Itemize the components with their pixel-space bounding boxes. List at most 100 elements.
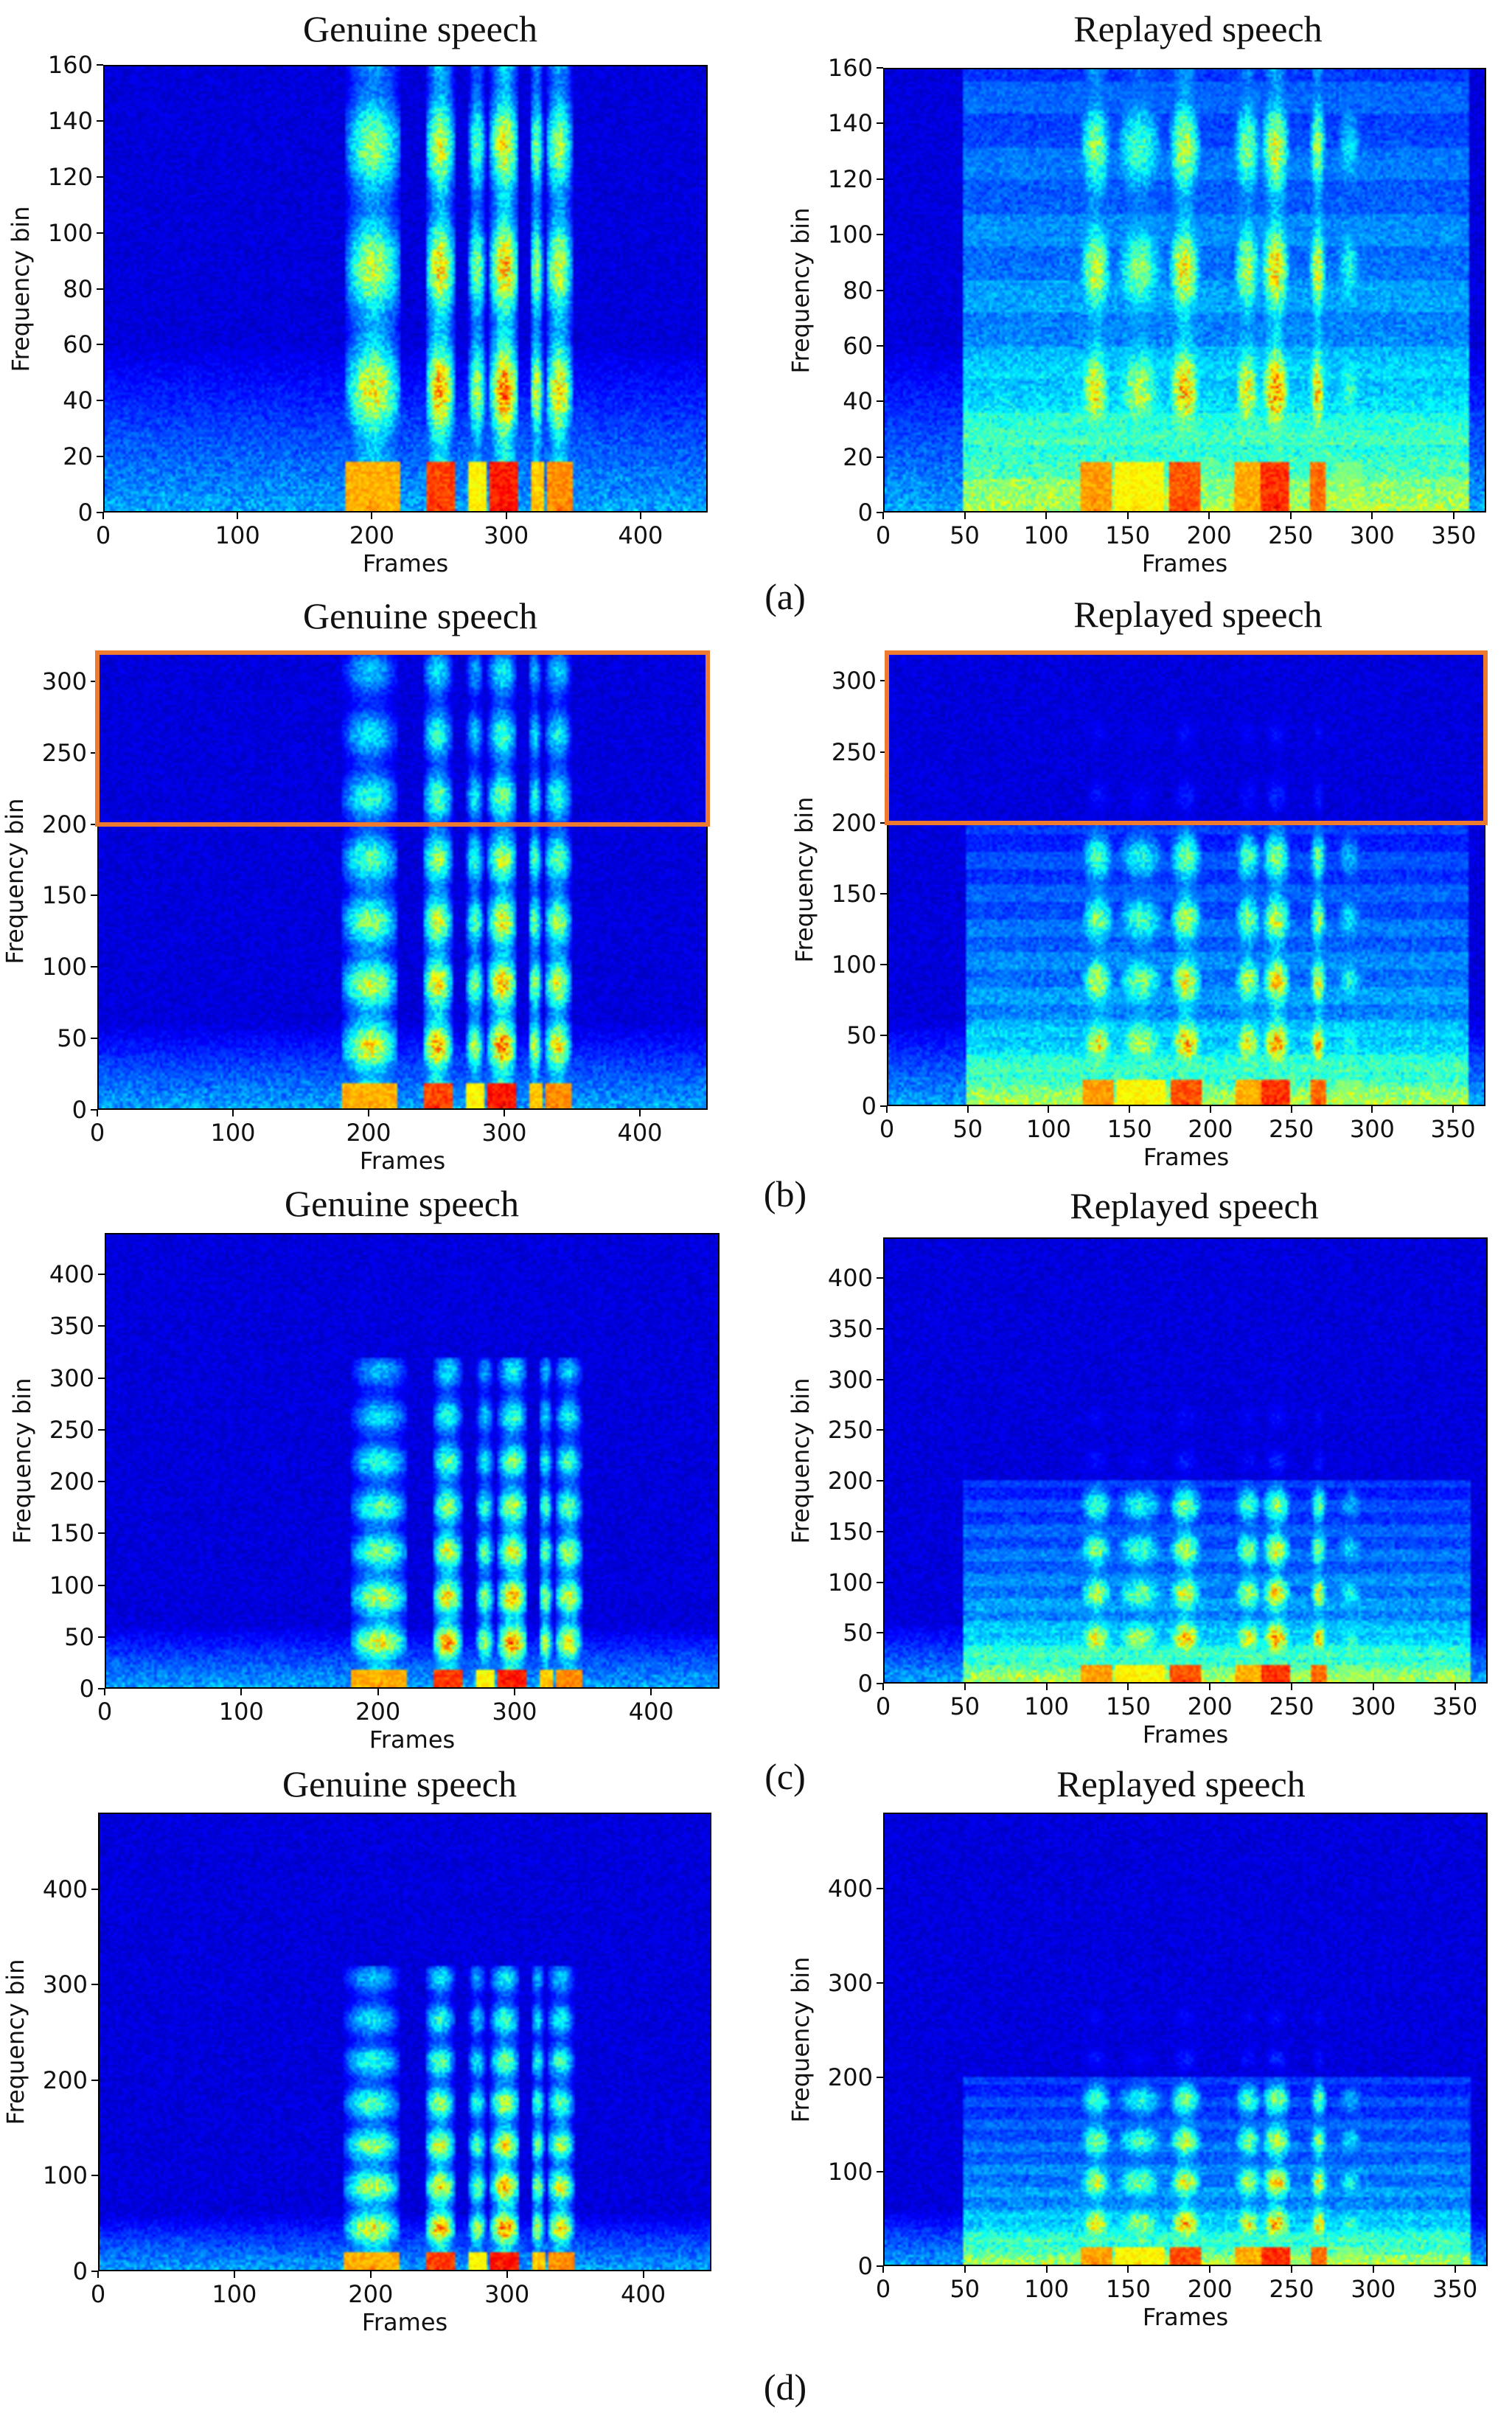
x-tick-mark xyxy=(1372,1684,1374,1690)
x-axis-label: Frames xyxy=(369,1726,456,1754)
x-tick-label: 150 xyxy=(1105,1692,1151,1720)
x-tick-label: 100 xyxy=(1024,1692,1070,1720)
x-tick-label: 100 xyxy=(210,1119,256,1147)
y-tick-label: 400 xyxy=(49,1260,94,1289)
x-tick-mark xyxy=(102,513,104,519)
x-tick-mark xyxy=(1289,513,1292,519)
spectrogram-plot-area xyxy=(98,1813,711,2271)
y-tick-label: 200 xyxy=(831,808,877,837)
x-tick-mark xyxy=(1371,1106,1373,1113)
y-tick-mark xyxy=(91,823,97,825)
x-tick-mark xyxy=(1371,513,1373,519)
y-tick-label: 120 xyxy=(47,162,93,191)
y-tick-label: 100 xyxy=(827,1568,873,1597)
y-tick-label: 300 xyxy=(49,1364,94,1392)
x-tick-label: 350 xyxy=(1431,521,1477,549)
y-tick-label: 100 xyxy=(831,950,877,979)
y-tick-mark xyxy=(91,2079,98,2081)
spectrogram-plot-area xyxy=(887,653,1485,1106)
chart-title: Genuine speech xyxy=(282,1763,517,1804)
spectrogram-heatmap xyxy=(106,1234,718,1687)
x-tick-label: 0 xyxy=(97,1698,113,1726)
x-tick-label: 100 xyxy=(218,1698,264,1726)
y-tick-label: 150 xyxy=(827,1517,873,1546)
y-tick-mark xyxy=(877,1981,883,1984)
x-tick-mark xyxy=(642,2271,644,2278)
y-tick-mark xyxy=(877,234,883,236)
spectrogram-plot-area xyxy=(883,1813,1488,2266)
chart-title: Genuine speech xyxy=(303,595,537,636)
x-axis-label: Frames xyxy=(1142,2303,1229,2331)
x-tick-mark xyxy=(1209,1106,1211,1113)
y-tick-mark xyxy=(877,1632,883,1634)
y-tick-mark xyxy=(97,176,103,178)
spectrogram-heatmap xyxy=(100,1814,710,2270)
y-tick-label: 300 xyxy=(42,1970,88,1999)
x-tick-label: 100 xyxy=(1023,521,1069,549)
x-tick-mark xyxy=(1127,2266,1129,2273)
x-tick-label: 50 xyxy=(950,1692,980,1720)
y-tick-mark xyxy=(91,680,97,682)
x-tick-label: 400 xyxy=(621,2280,666,2308)
y-tick-label: 0 xyxy=(857,1670,873,1698)
y-tick-label: 300 xyxy=(827,1968,873,1997)
y-tick-label: 120 xyxy=(827,164,873,193)
x-tick-label: 200 xyxy=(1187,2275,1233,2303)
y-tick-mark xyxy=(91,2175,98,2177)
y-axis-label: Frequency bin xyxy=(790,796,818,962)
spectrogram-plot-area xyxy=(97,653,708,1110)
x-tick-label: 200 xyxy=(349,521,394,549)
y-tick-mark xyxy=(877,2265,883,2267)
y-tick-mark xyxy=(877,344,883,347)
y-tick-mark xyxy=(98,1325,105,1327)
x-tick-mark xyxy=(97,1110,98,1116)
spectrogram-heatmap xyxy=(885,69,1485,511)
x-tick-mark xyxy=(97,2271,99,2278)
y-tick-mark xyxy=(98,1481,105,1483)
y-tick-mark xyxy=(98,1636,105,1638)
y-tick-mark xyxy=(877,2076,883,2078)
x-tick-mark xyxy=(650,1689,652,1695)
y-tick-label: 50 xyxy=(846,1021,877,1049)
x-tick-label: 150 xyxy=(1105,2275,1151,2303)
x-tick-label: 300 xyxy=(1351,2275,1396,2303)
y-tick-label: 200 xyxy=(42,2066,88,2094)
chart-title: Replayed speech xyxy=(1056,1763,1306,1804)
x-tick-label: 100 xyxy=(1025,1115,1071,1143)
x-tick-label: 0 xyxy=(879,1115,895,1143)
y-tick-label: 300 xyxy=(41,667,87,695)
y-tick-label: 60 xyxy=(63,330,93,359)
x-tick-label: 300 xyxy=(484,2280,530,2308)
y-tick-label: 200 xyxy=(49,1467,94,1496)
y-tick-mark xyxy=(98,1428,105,1431)
y-axis-label: Frequency bin xyxy=(1,1959,29,2125)
x-tick-mark xyxy=(377,1689,379,1695)
x-tick-label: 200 xyxy=(346,1119,391,1147)
y-tick-label: 100 xyxy=(827,2157,873,2186)
y-tick-mark xyxy=(98,1532,105,1535)
x-tick-label: 250 xyxy=(1269,2275,1314,2303)
y-tick-label: 0 xyxy=(77,499,93,527)
x-tick-mark xyxy=(368,1110,369,1116)
y-tick-mark xyxy=(877,2170,883,2172)
y-tick-label: 100 xyxy=(827,220,873,249)
x-tick-label: 200 xyxy=(1186,521,1232,549)
x-tick-mark xyxy=(240,1689,243,1695)
y-tick-mark xyxy=(91,1984,98,1986)
y-tick-label: 200 xyxy=(827,1467,873,1495)
x-tick-label: 100 xyxy=(1024,2275,1070,2303)
y-axis-label: Frequency bin xyxy=(1,798,29,965)
x-tick-label: 350 xyxy=(1432,2275,1478,2303)
x-tick-label: 300 xyxy=(484,521,529,549)
x-tick-mark xyxy=(1127,1684,1129,1690)
chart-title: Replayed speech xyxy=(1073,594,1323,635)
x-tick-mark xyxy=(964,2266,966,2273)
x-tick-label: 0 xyxy=(875,2275,891,2303)
y-axis-label: Frequency bin xyxy=(787,1378,815,1543)
chart-title: Genuine speech xyxy=(285,1183,519,1224)
y-tick-label: 80 xyxy=(843,276,873,305)
y-tick-mark xyxy=(97,64,103,66)
y-tick-mark xyxy=(877,289,883,291)
y-axis-label: Frequency bin xyxy=(8,1378,36,1544)
x-tick-label: 400 xyxy=(628,1698,674,1726)
